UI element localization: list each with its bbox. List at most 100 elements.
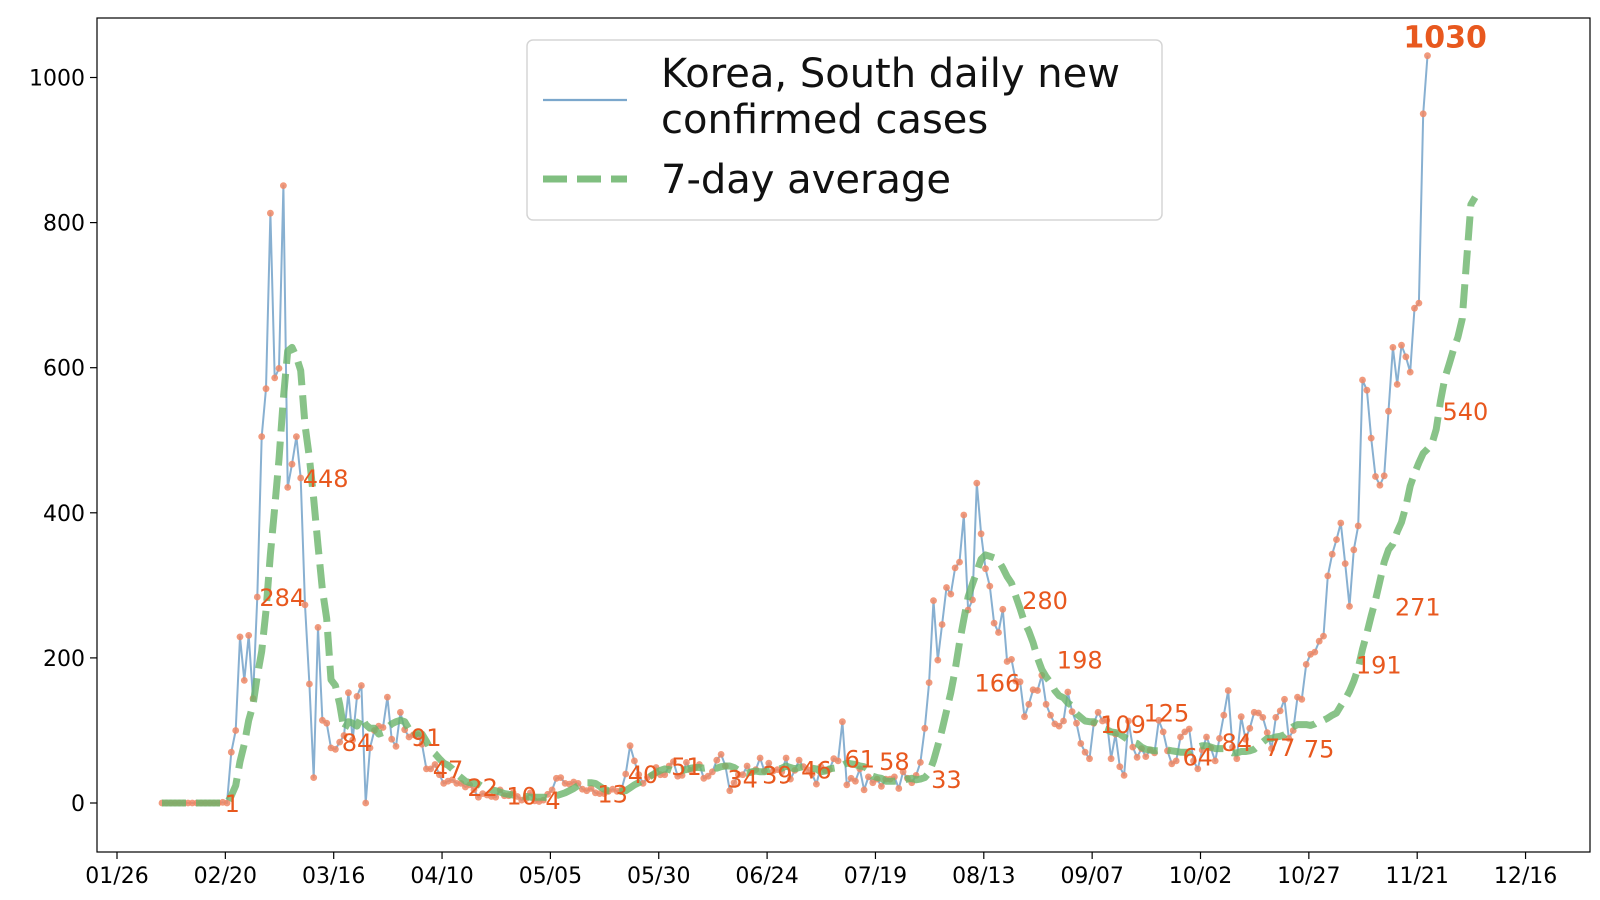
x-tick-label: 06/24 (735, 864, 798, 889)
legend-label-daily: Korea, South daily new confirmed cases (661, 51, 1120, 143)
x-tick-label: 05/05 (519, 864, 582, 889)
daily-cases-point (1055, 722, 1063, 730)
daily-cases-point (1272, 714, 1280, 721)
value-label: 33 (931, 766, 962, 794)
daily-cases-point (1081, 748, 1089, 756)
x-tick-label: 01/26 (85, 864, 148, 889)
daily-cases-point (704, 772, 712, 780)
seven-day-average-series (162, 195, 1479, 807)
value-label: 125 (1143, 699, 1189, 727)
value-label: 91 (411, 724, 442, 752)
value-label: 64 (1182, 744, 1213, 772)
daily-cases-point (1333, 536, 1340, 543)
legend-label-average: 7-day average (661, 157, 951, 203)
daily-cases-point (1129, 743, 1137, 751)
daily-cases-point (1398, 341, 1405, 349)
x-tick-label: 04/10 (410, 864, 473, 889)
daily-cases-point (1259, 714, 1267, 721)
x-tick-label: 11/21 (1385, 864, 1448, 889)
x-tick-label: 08/13 (952, 864, 1015, 889)
x-tick-label: 03/16 (302, 864, 365, 889)
daily-cases-point (1393, 381, 1401, 388)
daily-cases-point (1337, 519, 1345, 527)
daily-cases-point (1406, 368, 1414, 376)
value-label: 77 (1265, 734, 1296, 762)
x-tick-label: 10/27 (1277, 864, 1340, 889)
daily-cases-point (999, 605, 1007, 613)
daily-cases-point (271, 374, 279, 382)
value-label: 10 (506, 783, 537, 811)
daily-cases-point (1172, 757, 1180, 765)
daily-cases-point (631, 757, 638, 765)
daily-cases-point (1224, 687, 1232, 694)
daily-cases-point (267, 209, 274, 217)
value-label: 34 (727, 765, 758, 793)
daily-cases-point (973, 479, 981, 487)
value-label: 40 (628, 761, 659, 789)
daily-cases-point (306, 680, 313, 688)
daily-cases-point (548, 786, 556, 794)
daily-cases-point (717, 751, 725, 758)
daily-cases-point (349, 736, 357, 744)
daily-cases-point (899, 768, 907, 776)
x-tick-label: 09/07 (1060, 864, 1123, 889)
daily-cases-point (756, 754, 764, 762)
daily-cases-point (1194, 765, 1202, 773)
daily-cases-point (977, 530, 985, 538)
daily-cases-point (626, 742, 634, 750)
daily-cases-point (1220, 711, 1228, 719)
daily-cases-point (1402, 353, 1410, 361)
daily-cases-point (1354, 522, 1362, 530)
daily-cases-point (839, 718, 846, 726)
daily-cases-point (1016, 678, 1024, 686)
daily-cases-point (1034, 687, 1041, 694)
daily-cases-point (1415, 299, 1423, 307)
daily-cases-point (865, 773, 872, 781)
daily-cases-point (397, 708, 404, 716)
daily-cases-point (587, 785, 595, 792)
daily-cases-point (813, 780, 820, 788)
daily-cases-point (245, 632, 253, 639)
daily-cases-point (1419, 110, 1427, 118)
daily-cases-point (301, 601, 309, 609)
daily-cases-point (1216, 735, 1223, 742)
daily-cases-point (1237, 713, 1245, 721)
daily-cases-point (947, 590, 955, 598)
daily-cases-point (1008, 656, 1015, 663)
daily-cases-point (275, 365, 283, 372)
daily-cases-point (1359, 376, 1366, 384)
daily-cases-point (986, 582, 994, 590)
daily-cases-point (995, 629, 1002, 636)
daily-cases-point (895, 785, 903, 792)
daily-cases-point (925, 679, 933, 686)
value-label: 4 (545, 787, 560, 815)
daily-cases-point (1142, 753, 1150, 760)
daily-cases-point (635, 771, 643, 779)
daily-cases-point (860, 786, 868, 794)
value-label: 13 (597, 781, 628, 809)
daily-cases-point (808, 770, 816, 778)
value-label: 84 (342, 729, 373, 757)
daily-cases-point (1103, 716, 1111, 724)
daily-cases-point (492, 793, 500, 801)
value-label: 39 (762, 762, 793, 790)
daily-cases-point (782, 754, 790, 762)
value-label: 47 (433, 756, 464, 784)
daily-cases-point (258, 433, 266, 440)
x-tick-label: 02/20 (194, 864, 257, 889)
daily-cases-point (670, 758, 677, 765)
daily-cases-point (709, 768, 716, 776)
daily-cases-point (1229, 743, 1236, 751)
value-label: 284 (259, 584, 305, 612)
daily-cases-point (990, 619, 998, 627)
daily-cases-point (938, 621, 946, 628)
daily-cases-point (834, 757, 842, 765)
daily-cases-point (1242, 735, 1249, 743)
daily-cases-point (713, 756, 721, 764)
daily-cases-point (392, 743, 400, 750)
daily-cases-point (384, 693, 391, 701)
daily-cases-point (366, 744, 374, 752)
daily-cases-point (1281, 695, 1288, 703)
value-label: 61 (844, 746, 875, 774)
